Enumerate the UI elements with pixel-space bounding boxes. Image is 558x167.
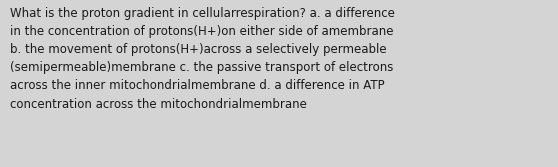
Text: What is the proton gradient in cellularrespiration? a. a difference
in the conce: What is the proton gradient in cellularr… xyxy=(10,7,395,111)
